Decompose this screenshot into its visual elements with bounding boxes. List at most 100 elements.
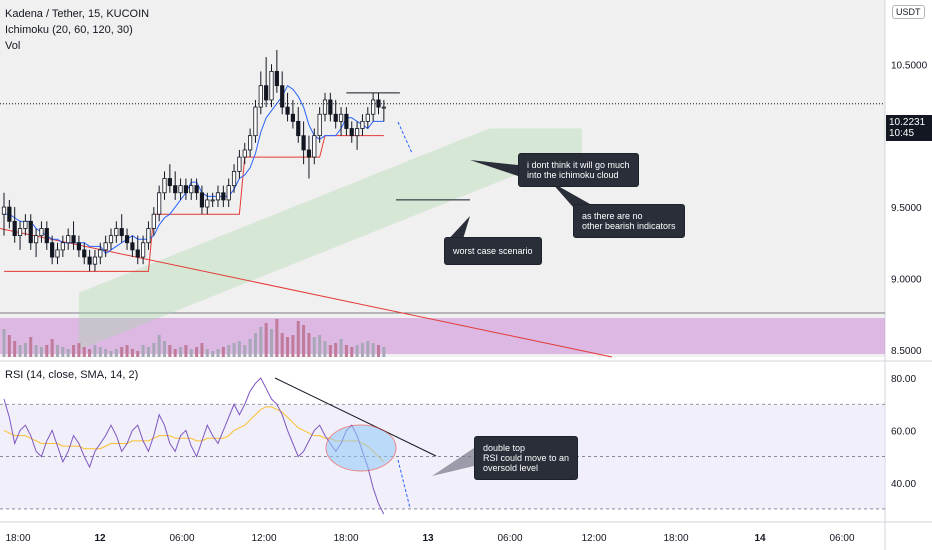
volume-bar xyxy=(302,325,306,357)
candle xyxy=(189,178,194,200)
candle xyxy=(34,228,39,258)
candle-body xyxy=(135,249,140,258)
currency-selector[interactable]: USDT xyxy=(892,5,925,19)
volume-bar xyxy=(88,349,92,357)
candle xyxy=(264,57,269,108)
candle xyxy=(66,228,71,250)
volume-bar xyxy=(350,347,354,357)
candle xyxy=(231,164,237,193)
candle-body xyxy=(290,113,296,122)
volume-bar xyxy=(237,341,241,357)
time-tick-label: 06:00 xyxy=(169,533,194,544)
candle xyxy=(312,128,317,165)
candle-body xyxy=(344,113,349,129)
candle-body xyxy=(55,249,60,258)
candle xyxy=(269,64,274,108)
volume-bar xyxy=(114,349,118,357)
candle-body xyxy=(7,206,12,222)
candle xyxy=(253,99,258,143)
volume-bar xyxy=(173,349,177,357)
candle-body xyxy=(151,213,156,229)
candle xyxy=(258,71,263,115)
candle-body xyxy=(189,185,194,194)
candle-body xyxy=(349,128,354,137)
candle xyxy=(205,192,210,215)
candle-body xyxy=(274,71,279,87)
kijun-line xyxy=(4,135,384,272)
volume-bar xyxy=(360,343,364,357)
callout-worst-case[interactable]: worst case scenario xyxy=(444,237,542,265)
rsi-tick-label: 40.00 xyxy=(891,479,916,490)
volume-bar xyxy=(23,343,27,357)
candle-body xyxy=(60,242,65,251)
volume-bar xyxy=(307,333,311,357)
volume-bar xyxy=(104,349,108,357)
candle-body xyxy=(98,249,103,258)
callout-ichimoku-cloud[interactable]: i dont think it will go much into the ic… xyxy=(518,153,639,187)
candle xyxy=(280,71,285,115)
candle xyxy=(173,171,178,200)
volume-bar xyxy=(7,335,11,357)
candle-body xyxy=(173,185,178,194)
candle xyxy=(167,164,172,193)
volume-bar xyxy=(216,349,220,357)
candle xyxy=(103,235,108,258)
volume-bar xyxy=(296,321,300,357)
volume-bar xyxy=(179,347,183,357)
volume-bar xyxy=(136,351,140,357)
candle-body xyxy=(162,178,167,194)
volume-bar xyxy=(82,347,86,357)
callout-double-top[interactable]: double top RSI could move to an oversold… xyxy=(474,436,579,480)
candle-body xyxy=(103,242,108,251)
candle xyxy=(338,107,344,136)
volume-bar xyxy=(152,343,156,357)
volume-bar xyxy=(248,339,252,357)
symbol-title[interactable]: Kadena / Tether, 15, KUCOIN xyxy=(5,8,150,20)
volume-bar xyxy=(243,345,247,357)
volume-legend[interactable]: Vol xyxy=(5,40,21,52)
candle xyxy=(199,185,205,215)
ichimoku-legend[interactable]: Ichimoku (20, 60, 120, 30) xyxy=(5,24,133,36)
candle xyxy=(60,235,65,258)
volume-bar xyxy=(195,347,199,357)
candle xyxy=(17,221,23,250)
candle-body xyxy=(140,242,146,258)
volume-bar xyxy=(184,345,188,357)
candle xyxy=(290,99,296,129)
rsi-tick-label: 80.00 xyxy=(891,374,916,385)
candle xyxy=(76,235,81,258)
volume-bar xyxy=(280,333,284,357)
callout-no-bearish[interactable]: as there are no other bearish indicators xyxy=(573,204,685,238)
volume-bar xyxy=(18,345,22,357)
volume-bar xyxy=(339,339,343,357)
rsi-divergence-line xyxy=(274,377,437,457)
volume-bar xyxy=(168,345,172,357)
candle xyxy=(221,185,226,208)
rsi-legend[interactable]: RSI (14, close, SMA, 14, 2) xyxy=(5,369,139,381)
candle xyxy=(317,107,322,143)
candle xyxy=(296,107,301,143)
volume-bar xyxy=(227,345,231,357)
candle xyxy=(140,235,146,265)
volume-bar xyxy=(259,327,263,357)
candle-body xyxy=(371,99,376,115)
candle xyxy=(50,235,55,265)
volume-bar xyxy=(130,349,134,357)
main-pane-bg xyxy=(0,0,885,357)
candle-body xyxy=(231,170,237,187)
candle xyxy=(98,242,103,265)
candle-body xyxy=(237,156,242,172)
candle xyxy=(226,178,231,208)
time-tick-label: 06:00 xyxy=(497,533,522,544)
volume-bar xyxy=(109,351,113,357)
candle-body xyxy=(215,192,221,201)
volume-bar xyxy=(221,347,225,357)
candle-body xyxy=(285,106,290,115)
volume-bar xyxy=(323,341,327,357)
candle xyxy=(349,121,354,143)
candle-body xyxy=(312,135,317,158)
candle-body xyxy=(210,199,215,202)
volume-bar xyxy=(72,345,76,357)
